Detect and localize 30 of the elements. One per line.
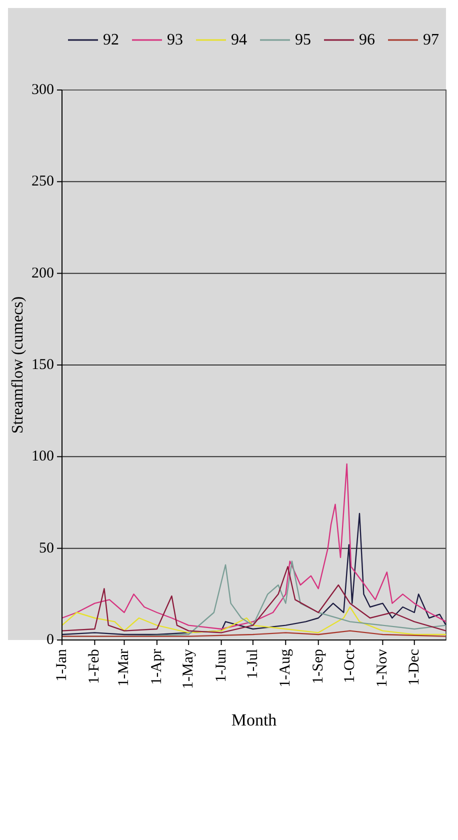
legend-label: 93: [167, 32, 183, 48]
legend-label: 92: [103, 32, 119, 48]
legend-label: 95: [295, 32, 311, 48]
x-tick-label: 1-Mar: [116, 649, 132, 686]
legend-label: 94: [231, 32, 247, 48]
y-tick-label: 0: [46, 632, 54, 648]
x-axis-title: Month: [231, 710, 278, 730]
x-tick-label: 1-Jun: [213, 648, 230, 682]
line-series: [61, 606, 447, 636]
y-tick-label: 250: [32, 174, 54, 190]
y-tick-label: 150: [32, 357, 54, 373]
x-tick-label: 1-Apr: [148, 649, 165, 685]
line-series: [61, 463, 447, 630]
y-tick-label: 200: [32, 265, 54, 282]
x-tick-label: 1-Feb: [86, 649, 103, 684]
line-series: [61, 512, 447, 636]
x-tick-label: 1-Oct: [342, 648, 358, 684]
y-tick-label: 50: [39, 540, 54, 556]
x-tick-label: 1-Nov: [374, 648, 391, 688]
y-tick-label: 100: [32, 448, 54, 465]
legend-label: 97: [423, 32, 439, 48]
x-tick-label: 1-May: [180, 648, 197, 689]
x-tick-label: 1-Jul: [244, 649, 261, 679]
y-tick-label: 300: [32, 82, 54, 98]
y-axis-title: Streamflow (cumecs): [10, 296, 26, 434]
x-tick-label: 1-Aug: [278, 648, 294, 688]
x-tick-label: 1-Sep: [310, 649, 326, 684]
x-tick-label: 1-Dec: [406, 648, 422, 686]
legend-label: 96: [359, 32, 375, 48]
x-tick-label: 1-Jan: [54, 648, 70, 682]
